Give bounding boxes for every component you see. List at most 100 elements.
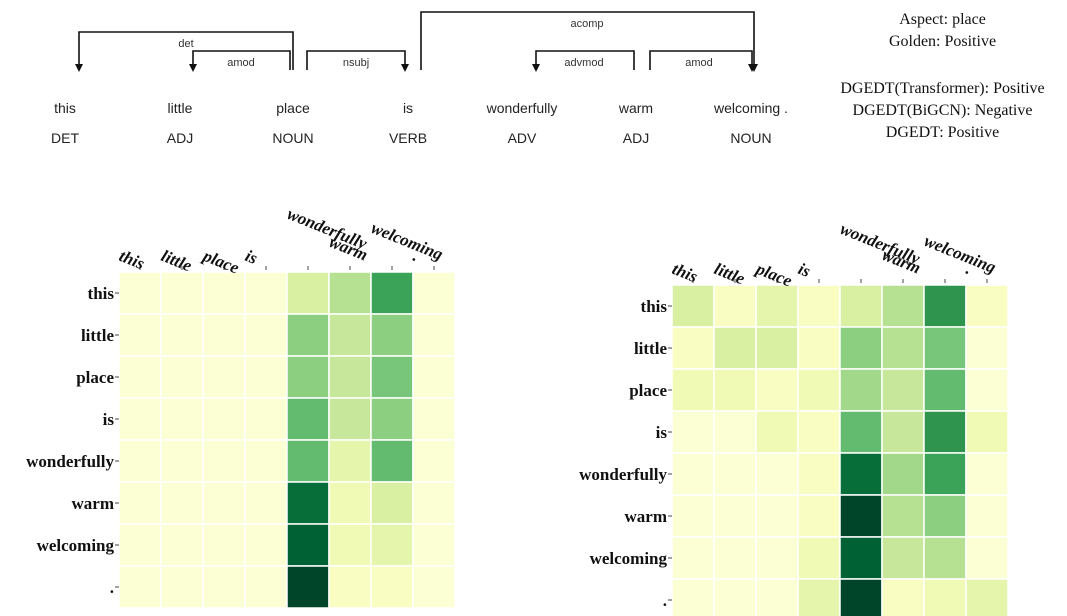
heatmap-cell: [286, 481, 330, 525]
heatmap-cell: [797, 368, 841, 412]
heatmap-cell: [244, 271, 288, 315]
row-label: .: [663, 591, 667, 610]
heatmap-cell: [412, 481, 456, 525]
heatmap-cell: [286, 523, 330, 567]
heatmap-cell: [923, 452, 967, 496]
row-label: is: [103, 410, 115, 429]
heatmap-cell: [881, 494, 925, 538]
golden-label: Golden: Positive: [888, 33, 997, 50]
heatmap-cell: [965, 326, 1009, 370]
heatmap-cell: [839, 452, 883, 496]
heatmap-cell: [412, 439, 456, 483]
pos-tag: NOUN: [730, 130, 771, 146]
heatmap-cell: [160, 439, 204, 483]
heatmap-cell: [286, 439, 330, 483]
heatmap-cell: [923, 494, 967, 538]
heatmap-cell: [755, 326, 799, 370]
pos-tag: ADV: [508, 130, 537, 146]
heatmap-cell: [370, 397, 414, 441]
prediction-transformer: DGEDT(Transformer): Positive: [840, 80, 1045, 97]
heatmap-cell: [118, 565, 162, 609]
heatmap-cell: [881, 368, 925, 412]
heatmap-cell: [118, 313, 162, 357]
heatmap-cell: [118, 439, 162, 483]
column-label: .: [964, 259, 975, 278]
heatmap-cell: [202, 439, 246, 483]
heatmap-cell: [160, 397, 204, 441]
row-label: this: [88, 284, 115, 303]
column-label: this: [670, 259, 701, 286]
column-label: is: [243, 246, 261, 268]
heatmap-cell: [965, 494, 1009, 538]
heatmap-cell: [328, 397, 372, 441]
heatmap-cell: [370, 523, 414, 567]
heatmap-cell: [839, 284, 883, 328]
prediction-bigcn: DGEDT(BiGCN): Negative: [852, 102, 1033, 119]
heatmap-cell: [839, 494, 883, 538]
row-label: warm: [625, 507, 667, 526]
heatmap-cell: [160, 565, 204, 609]
row-label: wonderfully: [579, 465, 667, 484]
column-label: little: [159, 246, 195, 275]
heatmap-cell: [713, 494, 757, 538]
heatmap-cell: [118, 397, 162, 441]
heatmap-cell: [118, 481, 162, 525]
heatmap-cell: [286, 313, 330, 357]
arc-label: advmod: [564, 57, 603, 69]
row-label: place: [76, 368, 114, 387]
heatmap-cell: [671, 284, 715, 328]
heatmap-cell: [286, 565, 330, 609]
row-label: place: [629, 381, 667, 400]
heatmap-cell: [839, 368, 883, 412]
heatmap-cell: [881, 284, 925, 328]
heatmap-cell: [881, 536, 925, 580]
heatmap-cell: [202, 481, 246, 525]
pos-tag: VERB: [389, 130, 427, 146]
heatmap-cell: [412, 397, 456, 441]
heatmap-cell: [160, 271, 204, 315]
heatmap-cell: [244, 481, 288, 525]
heatmap-cell: [671, 368, 715, 412]
parse-word: little: [168, 100, 193, 116]
heatmap-cell: [839, 578, 883, 616]
heatmap-cell: [202, 397, 246, 441]
heatmap-cell: [202, 271, 246, 315]
pos-tag: ADJ: [623, 130, 649, 146]
heatmap-cell: [370, 481, 414, 525]
column-label: .: [411, 246, 422, 265]
dependency-arc: amod: [189, 50, 291, 72]
arc-label: nsubj: [343, 57, 369, 69]
heatmap-cell: [965, 410, 1009, 454]
parse-word: is: [403, 100, 413, 116]
row-label: welcoming: [37, 536, 115, 555]
heatmap-cell: [160, 313, 204, 357]
arc-label: amod: [227, 57, 255, 69]
column-label: is: [796, 259, 814, 281]
heatmap-cell: [881, 578, 925, 616]
heatmap-cell: [713, 578, 757, 616]
heatmap-cell: [286, 397, 330, 441]
parse-word: this: [54, 100, 76, 116]
heatmap-cell: [965, 368, 1009, 412]
heatmap-cell: [797, 578, 841, 616]
heatmap-cell: [671, 326, 715, 370]
heatmap-cell: [839, 410, 883, 454]
heatmap-cell: [412, 313, 456, 357]
parse-word: wonderfully: [486, 100, 558, 116]
heatmap-cell: [160, 523, 204, 567]
arrow-head-icon: [532, 64, 540, 72]
heatmap-cell: [412, 355, 456, 399]
arc-label: amod: [685, 57, 713, 69]
heatmap-cell: [965, 284, 1009, 328]
heatmap-cell: [328, 481, 372, 525]
heatmap-cell: [118, 523, 162, 567]
heatmap-cell: [881, 326, 925, 370]
heatmap-cell: [118, 271, 162, 315]
heatmap-cell: [797, 326, 841, 370]
pos-tag: ADJ: [167, 130, 193, 146]
parse-word: place: [276, 100, 310, 116]
heatmap-cell: [412, 523, 456, 567]
heatmap-cell: [755, 578, 799, 616]
row-label: little: [81, 326, 114, 345]
